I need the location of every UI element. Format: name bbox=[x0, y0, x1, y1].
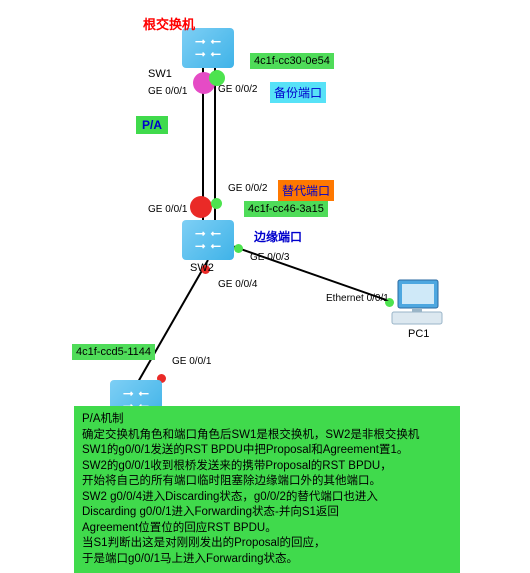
sw2-label: SW2 bbox=[190, 262, 214, 274]
explanation-line: SW2的g0/0/1收到根桥发送来的携带Proposal的RST BPDU， bbox=[82, 459, 452, 475]
switch-sw2 bbox=[182, 220, 234, 260]
sw1-label: SW1 bbox=[148, 68, 172, 80]
explanation-text: P/A机制 确定交换机角色和端口角色后SW1是根交换机，SW2是非根交换机 SW… bbox=[74, 406, 460, 573]
diagram-canvas: 根交换机 SW1 SW2 PC1 P/A 备份端口 替代端口 边缘端口 4c1f… bbox=[0, 0, 530, 555]
explanation-line: Discarding g0/0/1进入Forwarding状态-并向S1返回 bbox=[82, 505, 452, 521]
port-label: GE 0/0/1 bbox=[148, 86, 187, 97]
explanation-line: SW2 g0/0/4进入Discarding状态，g0/0/2的替代端口也进入 bbox=[82, 490, 452, 506]
switch-sw1 bbox=[182, 28, 234, 68]
pc1-label: PC1 bbox=[408, 328, 429, 340]
edge-port-label: 边缘端口 bbox=[254, 228, 302, 245]
port-label: GE 0/0/2 bbox=[228, 183, 267, 194]
port-label: GE 0/0/2 bbox=[218, 84, 257, 95]
port-dot bbox=[211, 198, 222, 209]
pa-label: P/A bbox=[136, 116, 168, 134]
explanation-title: P/A机制 bbox=[82, 412, 452, 428]
port-dot bbox=[234, 244, 243, 253]
explanation-line: 当S1判断出这是对刚刚发出的Proposal的回应， bbox=[82, 536, 452, 552]
explanation-line: SW1的g0/0/1发送的RST BPDU中把Proposal和Agreemen… bbox=[82, 443, 452, 459]
port-label: GE 0/0/4 bbox=[218, 279, 257, 290]
port-dot bbox=[190, 196, 212, 218]
root-bridge-label: 根交换机 bbox=[143, 14, 195, 33]
explanation-line: 于是端口g0/0/1马上进入Forwarding状态。 bbox=[82, 552, 452, 568]
port-label: GE 0/0/3 bbox=[250, 252, 289, 263]
pc1-icon bbox=[390, 278, 445, 333]
mac-sw1: 4c1f-cc30-0e54 bbox=[250, 53, 334, 69]
backup-port-label: 备份端口 bbox=[270, 82, 326, 103]
mac-sw3: 4c1f-ccd5-1144 bbox=[72, 344, 155, 360]
mac-sw2: 4c1f-cc46-3a15 bbox=[244, 201, 328, 217]
port-label: GE 0/0/1 bbox=[148, 204, 187, 215]
port-label: GE 0/0/1 bbox=[172, 356, 211, 367]
port-label: Ethernet 0/0/1 bbox=[326, 293, 389, 304]
explanation-line: 确定交换机角色和端口角色后SW1是根交换机，SW2是非根交换机 bbox=[82, 428, 452, 444]
alternate-port-label: 替代端口 bbox=[278, 180, 334, 201]
explanation-line: 开始将自己的所有端口临时阻塞除边缘端口外的其他端口。 bbox=[82, 474, 452, 490]
explanation-line: Agreement位置位的回应RST BPDU。 bbox=[82, 521, 452, 537]
